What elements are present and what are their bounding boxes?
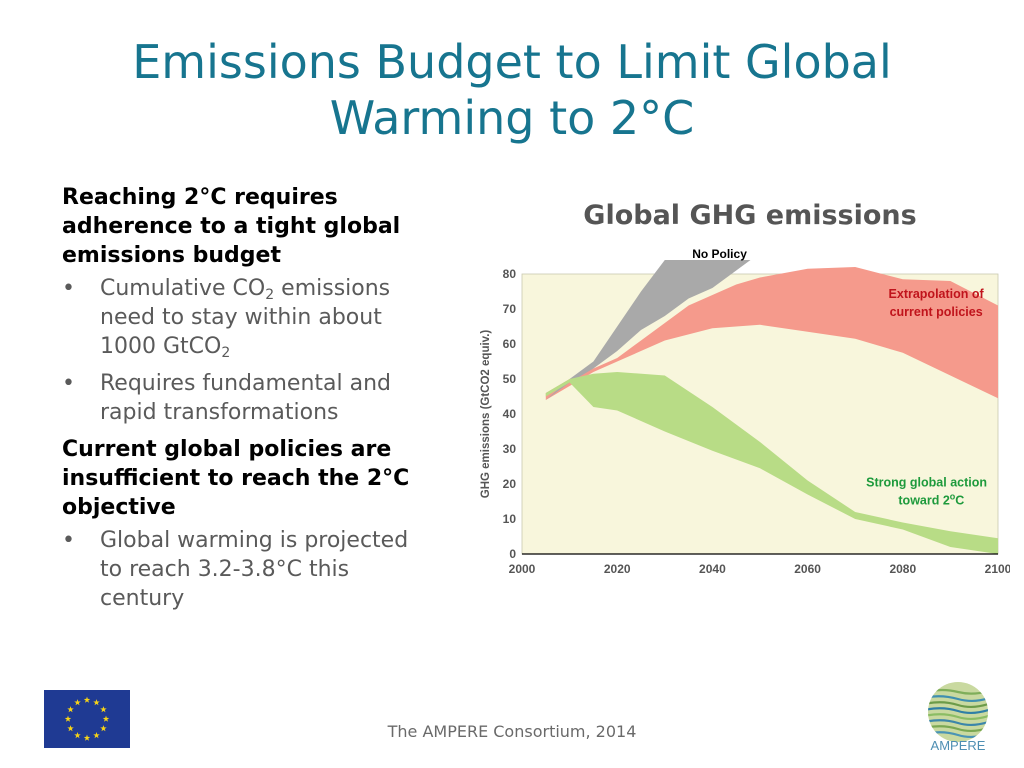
- series-label-current-policies: Extrapolation of: [889, 287, 985, 301]
- title-line-2: Warming to 2°C: [329, 91, 695, 145]
- y-tick-label: 60: [503, 337, 517, 351]
- bullet-dot: •: [62, 371, 75, 396]
- y-tick-label: 40: [503, 407, 517, 421]
- x-tick-label: 2100: [985, 562, 1010, 576]
- subscript: 2: [265, 287, 275, 303]
- eu-star-icon: [83, 734, 91, 741]
- y-axis-label: GHG emissions (GtCO2 equiv.): [480, 330, 492, 499]
- bullet-line: to reach 3.2-3.8°C this: [100, 557, 350, 582]
- footer-credit: The AMPERE Consortium, 2014: [387, 722, 637, 741]
- y-tick-label: 0: [509, 547, 516, 561]
- y-tick-label: 70: [503, 302, 517, 316]
- heading-budget: Reaching 2°C requires adherence to a tig…: [62, 183, 462, 270]
- bullet-line: rapid transformations: [100, 400, 339, 425]
- subscript: 2: [221, 345, 231, 361]
- bullet-line: 1000 GtCO2: [100, 332, 462, 361]
- y-tick-label: 80: [503, 267, 517, 281]
- eu-star-icon: [64, 715, 72, 722]
- slide-title: Emissions Budget to Limit Global Warming…: [60, 34, 964, 146]
- eu-flag-logo: [44, 690, 130, 748]
- eu-star-icon: [93, 699, 100, 706]
- bullet-dot: •: [62, 528, 75, 553]
- heading-budget-line: emissions budget: [62, 243, 281, 268]
- bullet-line: Cumulative CO2 emissions: [100, 274, 462, 303]
- ampere-globe-logo: [928, 682, 988, 742]
- bullet-warming-projection: • Global warming is projected to reach 3…: [62, 526, 462, 613]
- bullet-text: 1000 GtCO: [100, 334, 222, 359]
- eu-star-icon: [67, 725, 74, 732]
- ampere-logo-text: AMPERE: [930, 738, 986, 753]
- bullet-list-budget: • Cumulative CO2 emissions need to stay …: [62, 274, 462, 427]
- series-band-strong-action: [545, 372, 998, 554]
- heading-policies: Current global policies are insufficient…: [62, 435, 462, 522]
- y-tick-label: 20: [503, 477, 517, 491]
- ghg-emissions-chart: 0 10 20 30 40 50 60 70 80 2000 2020 2040 2060 2080 210…: [480, 247, 1010, 576]
- y-tick-label: 50: [503, 372, 517, 386]
- series-label-strong-action: toward 2oC: [898, 491, 964, 507]
- bullet-dot: •: [62, 276, 75, 301]
- heading-policies-line: objective: [62, 495, 176, 520]
- series-band-no-policy: [545, 260, 751, 400]
- heading-budget-line: Reaching 2°C requires: [62, 185, 338, 210]
- eu-star-icon: [74, 699, 81, 706]
- series-label-current-policies: current policies: [890, 305, 983, 319]
- x-tick-label: 2020: [604, 562, 631, 576]
- bullet-list-policies: • Global warming is projected to reach 3…: [62, 526, 462, 613]
- heading-budget-line: adherence to a tight global: [62, 214, 401, 239]
- bullet-line: century: [100, 586, 185, 611]
- heading-policies-line: insufficient to reach the 2°C: [62, 466, 410, 491]
- bullet-text: emissions: [274, 276, 391, 301]
- bullet-line: Requires fundamental and: [100, 371, 391, 396]
- chart-heading: Global GHG emissions: [583, 200, 917, 231]
- series-band-current-policies: [545, 267, 998, 400]
- bullet-cumulative-co2: • Cumulative CO2 emissions need to stay …: [62, 274, 462, 361]
- x-tick-label: 2080: [889, 562, 916, 576]
- y-tick-label: 30: [503, 442, 517, 456]
- bullet-content: Reaching 2°C requires adherence to a tig…: [62, 183, 462, 621]
- series-label-strong-action: Strong global action: [866, 475, 987, 489]
- bullet-line: need to stay within about: [100, 305, 382, 330]
- series-label-no-policy: No Policy: [692, 247, 747, 261]
- bullet-text: Cumulative CO: [100, 276, 266, 301]
- eu-star-icon: [93, 732, 100, 739]
- bullet-line: Global warming is projected: [100, 528, 409, 553]
- title-line-1: Emissions Budget to Limit Global: [132, 35, 892, 89]
- eu-star-icon: [67, 706, 74, 713]
- eu-star-icon: [83, 696, 91, 703]
- eu-star-icon: [100, 725, 107, 732]
- eu-star-icon: [100, 706, 107, 713]
- x-tick-label: 2040: [699, 562, 726, 576]
- eu-star-icon: [74, 732, 81, 739]
- bullet-transformations: • Requires fundamental and rapid transfo…: [62, 369, 462, 427]
- x-tick-label: 2000: [509, 562, 536, 576]
- heading-policies-line: Current global policies are: [62, 437, 392, 462]
- eu-star-icon: [102, 715, 110, 722]
- y-tick-label: 10: [503, 512, 517, 526]
- x-tick-label: 2060: [794, 562, 821, 576]
